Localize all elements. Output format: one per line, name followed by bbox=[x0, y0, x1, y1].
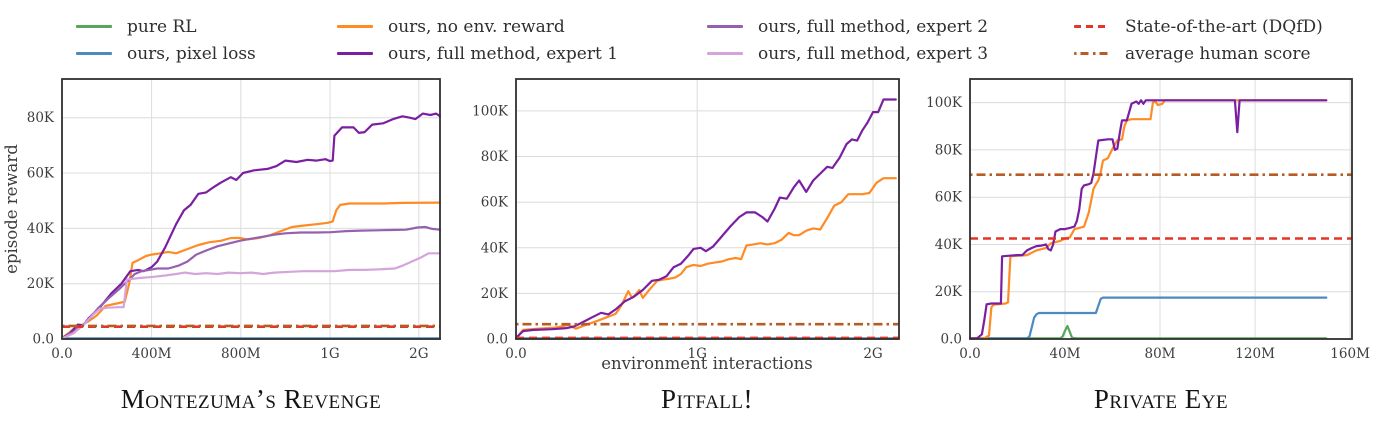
series-line-no_env_reward bbox=[969, 99, 1328, 340]
y-axis-label: episode reward bbox=[2, 144, 21, 274]
legend-item-expert-2: ours, full method, expert 2 bbox=[707, 13, 988, 40]
series-line-expert3 bbox=[61, 252, 441, 340]
series-line-expert1 bbox=[61, 112, 441, 339]
y-tick-label: 40K bbox=[27, 221, 55, 237]
legend-column-4: State-of-the-art (DQfD) average human sc… bbox=[1074, 13, 1323, 67]
charts-canvas: 0.0 20K 40K 60K 80K 0.0 400M 800M 1G 2G 0.0 20K 40K 6… bbox=[2, 78, 1370, 373]
legend-item-expert-3: ours, full method, expert 3 bbox=[707, 40, 988, 67]
series-line-expert2 bbox=[61, 225, 441, 340]
plot-frame bbox=[515, 78, 900, 340]
plot-frame bbox=[969, 78, 1353, 340]
chart-pitfall: 0.0 20K 40K 60K 80K 100K 0.0 1G 2G bbox=[472, 78, 900, 362]
x-tick-label: 1G bbox=[320, 346, 339, 362]
plot-background bbox=[62, 79, 440, 339]
y-tick-label: 0.0 bbox=[33, 332, 54, 348]
dqfd-dashed-line-swatch bbox=[1074, 25, 1110, 28]
x-tick-label: 2G bbox=[863, 346, 882, 362]
legend-column-3: ours, full method, expert 2 ours, full m… bbox=[707, 13, 988, 67]
y-tick-label: 60K bbox=[27, 166, 55, 182]
chart-montezumas-revenge: 0.0 20K 40K 60K 80K 0.0 400M 800M 1G 2G bbox=[27, 78, 441, 362]
y-tick-label: 20K bbox=[27, 276, 55, 292]
y-tick-label: 100K bbox=[472, 103, 509, 119]
legend-item-human-score: average human score bbox=[1074, 40, 1323, 67]
y-tick-label: 60K bbox=[481, 195, 509, 211]
y-tick-label: 20K bbox=[935, 284, 963, 300]
legend-item-pure-rl: pure RL bbox=[76, 13, 256, 40]
legend-item-pixel-loss: ours, pixel loss bbox=[76, 40, 256, 67]
series-group bbox=[969, 99, 1352, 340]
x-tick-label: 0.0 bbox=[505, 346, 526, 362]
y-tick-label: 80K bbox=[27, 110, 55, 126]
x-tick-label: 800M bbox=[221, 346, 261, 362]
y-tick-label: 20K bbox=[481, 286, 509, 302]
series-group bbox=[61, 112, 441, 340]
legend-label: ours, full method, expert 1 bbox=[388, 43, 619, 64]
series-line-no_env_reward bbox=[61, 201, 441, 340]
human-score-dashdot-line-swatch bbox=[1074, 52, 1110, 55]
legend-label: ours, no env. reward bbox=[388, 16, 565, 37]
x-tick-label: 40M bbox=[1049, 346, 1080, 362]
legend-label: State-of-the-art (DQfD) bbox=[1125, 16, 1323, 37]
y-tick-label: 40K bbox=[935, 237, 963, 253]
pixel-loss-line-swatch bbox=[76, 52, 112, 55]
series-line-pure_rl bbox=[969, 324, 1328, 340]
legend-item-expert-1: ours, full method, expert 1 bbox=[337, 40, 618, 67]
legend-label: pure RL bbox=[127, 16, 197, 37]
x-tick-label: 0.0 bbox=[51, 346, 72, 362]
legend-label: ours, full method, expert 2 bbox=[758, 16, 989, 37]
y-tick-label: 0.0 bbox=[487, 332, 508, 348]
y-tick-label: 100K bbox=[926, 95, 963, 111]
expert-2-line-swatch bbox=[707, 25, 743, 28]
expert-1-line-swatch bbox=[337, 52, 373, 55]
x-tick-label: 80M bbox=[1144, 346, 1175, 362]
x-tick-label: 2G bbox=[409, 346, 428, 362]
y-tick-label: 40K bbox=[481, 240, 509, 256]
pure-rl-line-swatch bbox=[76, 25, 112, 28]
caption-montezumas-revenge: Montezuma’s Revenge bbox=[120, 384, 382, 414]
series-line-pixel_loss bbox=[969, 296, 1328, 340]
legend-label: ours, pixel loss bbox=[127, 43, 256, 64]
no-env-reward-line-swatch bbox=[337, 25, 373, 28]
plot-background bbox=[516, 79, 899, 339]
x-tick-label: 1G bbox=[688, 346, 707, 362]
caption-pitfall: Pitfall! bbox=[660, 384, 754, 414]
plot-frame bbox=[61, 78, 441, 340]
chart-private-eye: 0.0 20K 40K 60K 80K 100K 0.0 40M 80M 120M 160M bbox=[926, 78, 1370, 362]
x-axis-label: environment interactions bbox=[601, 354, 813, 373]
x-tick-label: 0.0 bbox=[959, 346, 980, 362]
series-line-no_env_reward bbox=[515, 177, 897, 340]
plot-background bbox=[970, 79, 1352, 339]
caption-private-eye: Private Eye bbox=[1093, 384, 1229, 414]
legend-label: ours, full method, expert 3 bbox=[758, 43, 989, 64]
x-tick-label: 400M bbox=[132, 346, 172, 362]
legend-item-dqfd: State-of-the-art (DQfD) bbox=[1074, 13, 1323, 40]
series-line-expert1 bbox=[515, 98, 897, 339]
y-tick-label: 80K bbox=[935, 142, 963, 158]
y-tick-label: 80K bbox=[481, 149, 509, 165]
series-line-expert1 bbox=[969, 99, 1328, 340]
expert-3-line-swatch bbox=[707, 52, 743, 55]
y-tick-label: 60K bbox=[935, 190, 963, 206]
legend-item-no-env-reward: ours, no env. reward bbox=[337, 13, 618, 40]
x-tick-label: 120M bbox=[1235, 346, 1275, 362]
legend-column-1: pure RL ours, pixel loss bbox=[76, 13, 256, 67]
x-tick-label: 160M bbox=[1330, 346, 1370, 362]
series-group bbox=[515, 98, 900, 340]
y-tick-label: 0.0 bbox=[941, 332, 962, 348]
legend-column-2: ours, no env. reward ours, full method, … bbox=[337, 13, 618, 67]
legend-label: average human score bbox=[1125, 43, 1311, 64]
